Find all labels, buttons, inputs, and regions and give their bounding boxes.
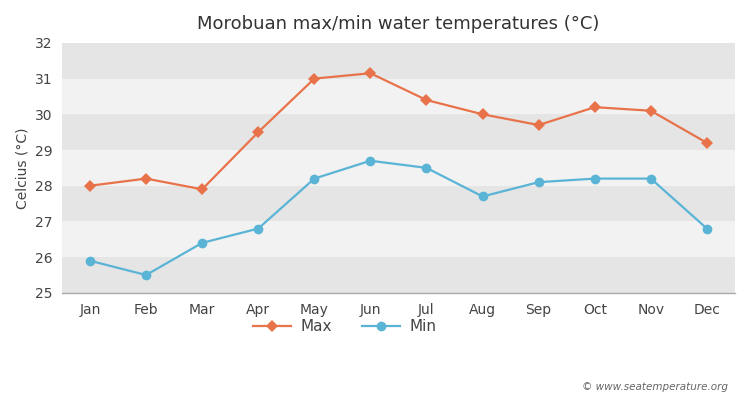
Bar [62,114,735,150]
Min [198,240,207,245]
Max [422,98,431,102]
Min [590,176,599,181]
Bar [62,79,735,114]
Max [478,112,487,117]
Max [142,176,151,181]
Max [310,76,319,81]
Max [646,108,656,113]
Max [534,123,543,128]
Max [590,105,599,110]
Max [254,130,262,134]
Line: Max: Max [86,69,711,194]
Min [478,194,487,199]
Max [198,187,207,192]
Max [703,140,712,145]
Line: Min: Min [85,156,712,280]
Bar [62,222,735,257]
Min [142,273,151,278]
Bar [62,257,735,293]
Min [366,158,375,163]
Text: © www.seatemperature.org: © www.seatemperature.org [581,382,728,392]
Min [646,176,656,181]
Legend: Max, Min: Max, Min [247,313,442,340]
Max [86,183,94,188]
Bar [62,186,735,222]
Min [310,176,319,181]
Bar [62,150,735,186]
Y-axis label: Celcius (°C): Celcius (°C) [15,127,29,209]
Bar [62,43,735,79]
Max [366,71,375,76]
Min [534,180,543,184]
Title: Morobuan max/min water temperatures (°C): Morobuan max/min water temperatures (°C) [197,15,600,33]
Min [254,226,262,231]
Min [703,226,712,231]
Min [86,258,94,263]
Min [422,166,431,170]
